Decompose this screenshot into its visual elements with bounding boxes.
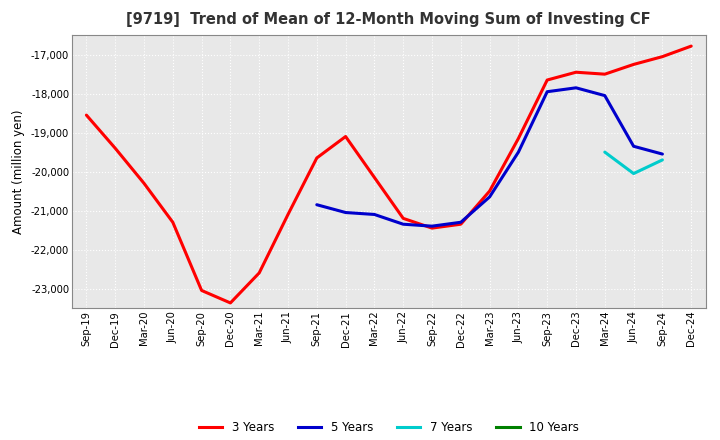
Line: 3 Years: 3 Years [86, 46, 691, 303]
3 Years [197, 288, 206, 293]
3 Years [456, 222, 465, 227]
3 Years [226, 300, 235, 305]
3 Years [168, 220, 177, 225]
3 Years [82, 113, 91, 118]
Line: 5 Years: 5 Years [317, 88, 662, 226]
3 Years [543, 77, 552, 83]
5 Years [399, 222, 408, 227]
5 Years [456, 220, 465, 225]
3 Years [629, 62, 638, 67]
3 Years [284, 212, 292, 217]
3 Years [399, 216, 408, 221]
7 Years [600, 150, 609, 155]
5 Years [543, 89, 552, 94]
3 Years [514, 136, 523, 141]
3 Years [658, 54, 667, 59]
5 Years [370, 212, 379, 217]
5 Years [514, 150, 523, 155]
Legend: 3 Years, 5 Years, 7 Years, 10 Years: 3 Years, 5 Years, 7 Years, 10 Years [194, 416, 584, 439]
Line: 7 Years: 7 Years [605, 152, 662, 173]
7 Years [629, 171, 638, 176]
Y-axis label: Amount (million yen): Amount (million yen) [12, 110, 25, 234]
Title: [9719]  Trend of Mean of 12-Month Moving Sum of Investing CF: [9719] Trend of Mean of 12-Month Moving … [127, 12, 651, 27]
5 Years [428, 224, 436, 229]
5 Years [658, 151, 667, 157]
3 Years [485, 188, 494, 194]
3 Years [600, 72, 609, 77]
3 Years [572, 70, 580, 75]
5 Years [312, 202, 321, 207]
3 Years [428, 225, 436, 231]
3 Years [687, 44, 696, 49]
3 Years [370, 175, 379, 180]
3 Years [341, 134, 350, 139]
5 Years [572, 85, 580, 91]
3 Years [140, 181, 148, 186]
7 Years [658, 157, 667, 162]
5 Years [629, 143, 638, 149]
3 Years [255, 270, 264, 275]
5 Years [600, 93, 609, 98]
3 Years [312, 155, 321, 161]
5 Years [485, 194, 494, 200]
5 Years [341, 210, 350, 215]
3 Years [111, 146, 120, 151]
